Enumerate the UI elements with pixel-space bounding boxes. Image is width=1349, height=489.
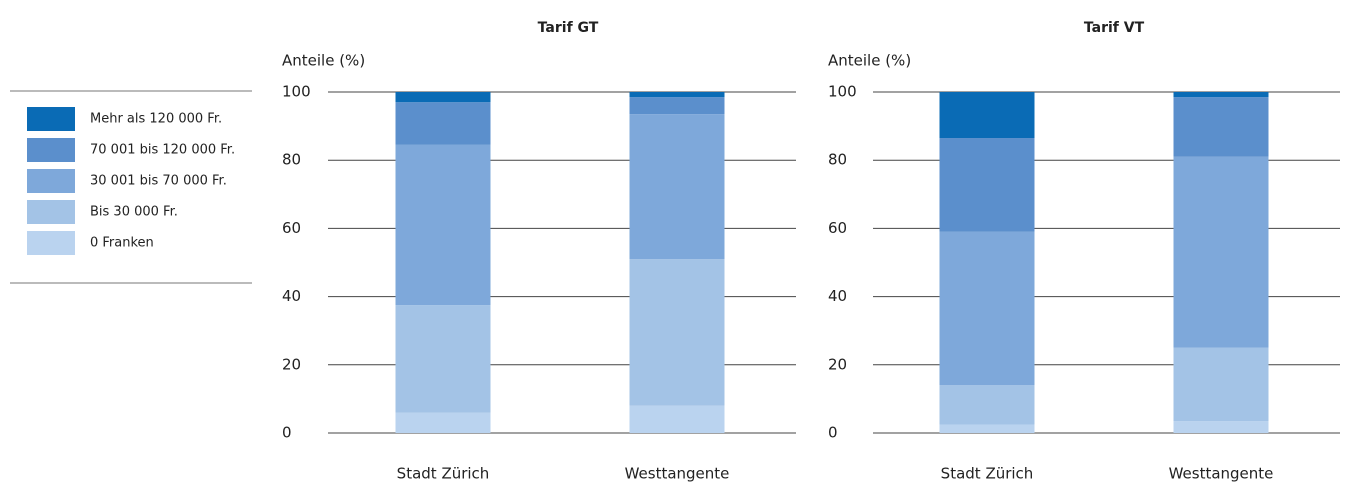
y-tick-label: 0 bbox=[828, 424, 838, 442]
y-tick-label: 20 bbox=[282, 355, 301, 373]
bar-segment bbox=[1173, 421, 1269, 433]
bar-segment bbox=[1173, 347, 1269, 422]
legend-swatch bbox=[27, 138, 75, 162]
legend-swatch bbox=[27, 107, 75, 131]
y-tick-label: 60 bbox=[282, 219, 301, 237]
y-tick-label: 20 bbox=[828, 355, 847, 373]
bar-segment bbox=[395, 144, 491, 306]
bar-segment bbox=[1173, 156, 1269, 348]
legend-swatch bbox=[27, 200, 75, 224]
bar-segment bbox=[395, 412, 491, 433]
legend-label: Bis 30 000 Fr. bbox=[90, 205, 178, 220]
y-tick-label: 100 bbox=[282, 83, 311, 101]
bar-segment bbox=[939, 231, 1035, 386]
y-axis-label: Anteile (%) bbox=[282, 52, 365, 70]
y-tick-label: 40 bbox=[828, 287, 847, 305]
bar-segment bbox=[395, 92, 491, 103]
bar-segment bbox=[629, 405, 725, 433]
bar-segment bbox=[395, 102, 491, 145]
chart-title: Tarif VT bbox=[1084, 20, 1145, 36]
bar-segment bbox=[629, 114, 725, 260]
bar-segment bbox=[629, 92, 725, 98]
x-tick-label: Stadt Zürich bbox=[941, 465, 1034, 483]
legend-label: 30 001 bis 70 000 Fr. bbox=[90, 174, 227, 189]
legend-swatch bbox=[27, 231, 75, 255]
legend-swatch bbox=[27, 169, 75, 193]
bar-segment bbox=[1173, 97, 1269, 157]
x-tick-label: Stadt Zürich bbox=[397, 465, 490, 483]
y-tick-label: 60 bbox=[828, 219, 847, 237]
y-tick-label: 100 bbox=[828, 83, 857, 101]
bar-segment bbox=[1173, 92, 1269, 98]
legend-label: Mehr als 120 000 Fr. bbox=[90, 112, 222, 127]
bar-segment bbox=[939, 424, 1035, 433]
bar-segment bbox=[939, 92, 1035, 139]
bar-segment bbox=[395, 305, 491, 413]
legend-label: 70 001 bis 120 000 Fr. bbox=[90, 143, 235, 158]
y-tick-label: 40 bbox=[282, 287, 301, 305]
y-tick-label: 80 bbox=[282, 151, 301, 169]
chart-title: Tarif GT bbox=[538, 20, 599, 36]
bar-segment bbox=[939, 138, 1035, 232]
bar-segment bbox=[629, 97, 725, 115]
bar-segment bbox=[629, 259, 725, 406]
legend-label: 0 Franken bbox=[90, 236, 154, 251]
y-tick-label: 0 bbox=[282, 424, 292, 442]
y-axis-label: Anteile (%) bbox=[828, 52, 911, 70]
x-tick-label: Westtangente bbox=[625, 465, 730, 483]
y-tick-label: 80 bbox=[828, 151, 847, 169]
x-tick-label: Westtangente bbox=[1169, 465, 1274, 483]
bar-segment bbox=[939, 385, 1035, 425]
